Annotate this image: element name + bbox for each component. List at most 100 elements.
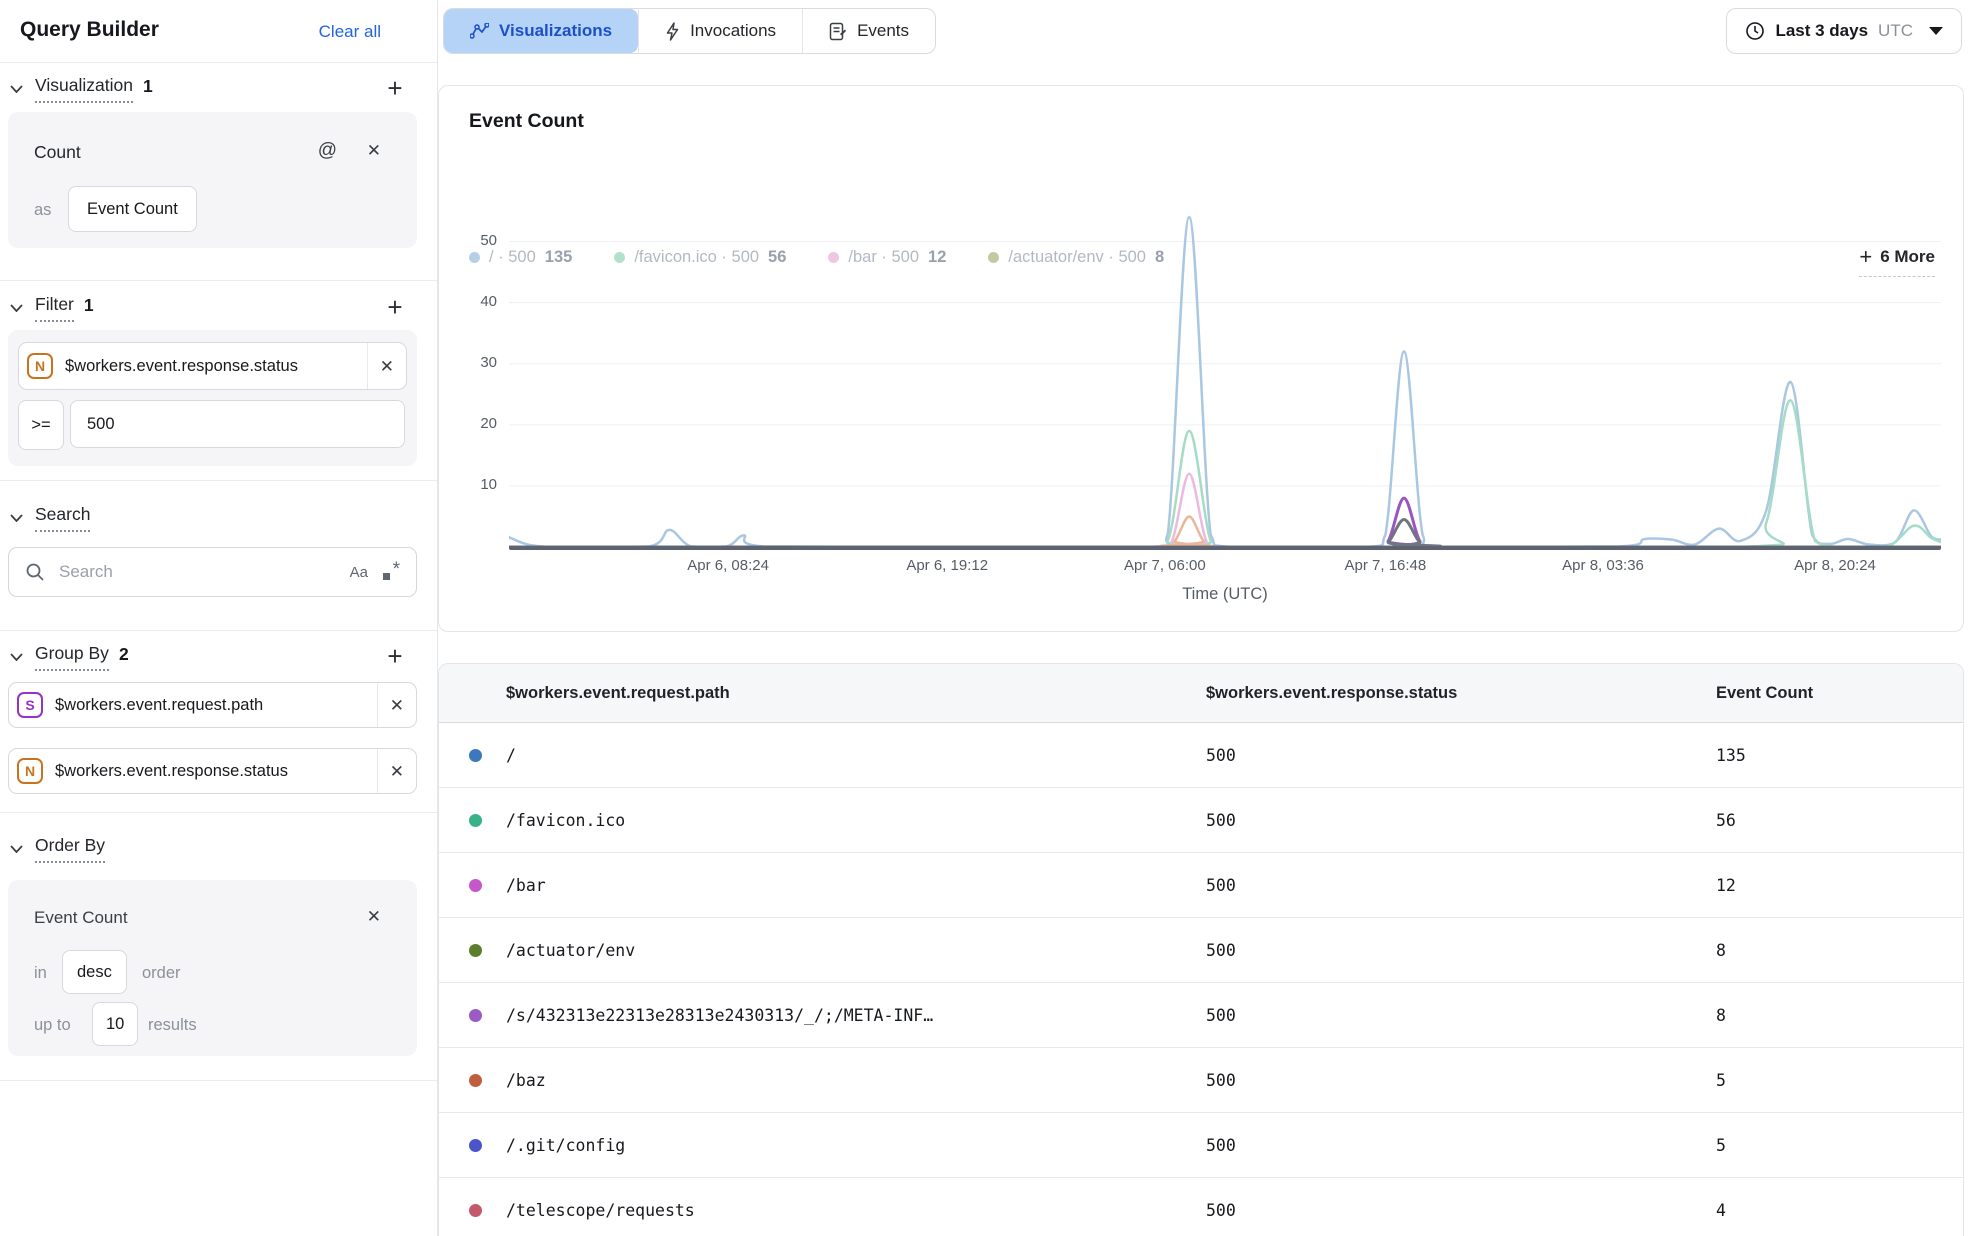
- divider: [0, 1080, 437, 1081]
- tab-visualizations[interactable]: Visualizations: [444, 9, 639, 53]
- divider: [0, 812, 437, 813]
- tab-label: Events: [857, 21, 910, 40]
- add-visualization-button[interactable]: +: [387, 72, 403, 103]
- cell-status: 500: [1206, 1135, 1236, 1155]
- filter-value-input[interactable]: 500: [70, 400, 405, 448]
- tab-events[interactable]: Events: [802, 9, 935, 53]
- results-table: $workers.event.request.path $workers.eve…: [438, 663, 1964, 1236]
- filter-field-name: $workers.event.response.status: [65, 356, 298, 375]
- legend-item[interactable]: /actuator/env · 500 8: [988, 248, 1164, 267]
- series-dot-icon: [469, 1008, 482, 1022]
- table-row[interactable]: /favicon.ico 500 56: [439, 788, 1963, 853]
- y-tick-label: 40: [480, 292, 497, 310]
- y-tick-label: 30: [480, 353, 497, 371]
- table-header-row: $workers.event.request.path $workers.eve…: [439, 664, 1963, 723]
- cell-status: 500: [1206, 940, 1236, 960]
- filter-section-header[interactable]: Filter 1: [10, 291, 94, 325]
- filter-operator-select[interactable]: >=: [18, 400, 64, 450]
- match-case-toggle[interactable]: Aa: [349, 563, 368, 581]
- timezone-label: UTC: [1878, 21, 1913, 40]
- cell-count: 5: [1716, 1070, 1726, 1090]
- table-row[interactable]: /s/432313e22313e28313e2430313/_/;/META-I…: [439, 983, 1963, 1048]
- tab-label: Invocations: [690, 21, 777, 40]
- add-group-by-button[interactable]: +: [387, 640, 403, 671]
- chevron-down-icon: [10, 845, 23, 853]
- chevron-down-icon: [10, 304, 23, 312]
- series-dot-icon: [469, 748, 482, 762]
- filter-count: 1: [83, 295, 94, 315]
- search-section-header[interactable]: Search: [10, 501, 91, 535]
- search-input[interactable]: [57, 561, 350, 583]
- upto-label: up to: [34, 1016, 71, 1034]
- chevron-down-icon: [10, 85, 23, 93]
- remove-group-by-button[interactable]: ✕: [376, 749, 416, 793]
- legend-label: /actuator/env · 500: [1008, 248, 1146, 266]
- remove-order-by-button[interactable]: ✕: [366, 907, 381, 926]
- group-by-field-chip[interactable]: N $workers.event.response.status ✕: [8, 748, 417, 794]
- remove-filter-button[interactable]: ✕: [366, 343, 406, 389]
- remove-visualization-button[interactable]: ✕: [366, 141, 381, 160]
- cell-path: /telescope/requests: [506, 1200, 695, 1220]
- visualization-section-label: Visualization: [35, 75, 133, 103]
- legend-count: 56: [768, 248, 787, 266]
- cell-path: /s/432313e22313e28313e2430313/_/;/META-I…: [506, 1005, 934, 1025]
- string-type-icon: S: [17, 692, 43, 718]
- order-by-section-header[interactable]: Order By: [10, 832, 106, 866]
- cell-path: /.git/config: [506, 1135, 626, 1155]
- x-tick-label: Apr 8, 20:24: [1794, 557, 1876, 574]
- filter-field-chip[interactable]: N $workers.event.response.status ✕: [18, 342, 407, 390]
- divider: [0, 630, 437, 631]
- table-row[interactable]: /baz 500 5: [439, 1048, 1963, 1113]
- order-direction-select[interactable]: desc: [62, 950, 127, 994]
- table-row[interactable]: / 500 135: [439, 723, 1963, 788]
- series-dot-icon: [614, 252, 626, 263]
- regex-toggle-icon[interactable]: *: [382, 559, 400, 581]
- chart-plot-area[interactable]: 10 20 30 40 50 Apr 6, 08:24 Apr 6, 19:12 Apr 7…: [480, 211, 1941, 603]
- visualization-section-header[interactable]: Visualization 1: [10, 72, 153, 106]
- tab-invocations[interactable]: Invocations: [638, 9, 802, 53]
- x-tick-label: Apr 7, 16:48: [1344, 557, 1427, 574]
- legend-item[interactable]: /bar · 500 12: [828, 248, 946, 267]
- series-dot-icon: [469, 878, 482, 892]
- cell-status: 500: [1206, 810, 1236, 830]
- table-row[interactable]: /telescope/requests 500 4: [439, 1178, 1963, 1236]
- y-tick-label: 50: [480, 231, 497, 249]
- legend-count: 12: [928, 248, 947, 266]
- column-header-path: $workers.event.request.path: [506, 683, 730, 702]
- cell-count: 135: [1716, 745, 1746, 765]
- series-dot-icon: [828, 252, 840, 263]
- series-dot-icon: [469, 1203, 482, 1217]
- table-row[interactable]: /actuator/env 500 8: [439, 918, 1963, 983]
- x-tick-label: Apr 6, 08:24: [687, 557, 769, 574]
- table-row[interactable]: /.git/config 500 5: [439, 1113, 1963, 1178]
- cell-status: 500: [1206, 1070, 1236, 1090]
- add-filter-button[interactable]: +: [387, 291, 403, 322]
- group-by-field-name: $workers.event.request.path: [55, 695, 264, 714]
- chart-title: Event Count: [469, 110, 584, 132]
- cell-count: 12: [1716, 875, 1736, 895]
- order-by-card: Event Count ✕ in desc order up to 10 res…: [8, 880, 417, 1056]
- chart-legend: / · 500 135 /favicon.ico · 500 56 /bar ·…: [469, 248, 1164, 267]
- visualization-card: Count @ ✕ as Event Count: [8, 112, 417, 248]
- legend-label: /favicon.ico · 500: [634, 248, 760, 266]
- result-limit-input[interactable]: 10: [92, 1002, 139, 1046]
- group-by-field-chip[interactable]: S $workers.event.request.path ✕: [8, 682, 417, 728]
- remove-group-by-button[interactable]: ✕: [376, 683, 416, 727]
- x-tick-label: Apr 7, 06:00: [1123, 557, 1206, 574]
- time-range-selector[interactable]: Last 3 days UTC: [1726, 8, 1962, 54]
- mention-icon[interactable]: @: [317, 140, 337, 161]
- filter-section-label: Filter: [35, 294, 74, 322]
- show-more-series-button[interactable]: + 6 More: [1859, 244, 1935, 277]
- cell-count: 8: [1716, 940, 1726, 960]
- table-row[interactable]: /bar 500 12: [439, 853, 1963, 918]
- y-tick-label: 20: [480, 414, 497, 432]
- event-count-chart-card: Event Count / · 500 135 /favicon.ico · 5…: [438, 85, 1964, 632]
- group-by-section-header[interactable]: Group By 2: [10, 640, 129, 674]
- alias-value-button[interactable]: Event Count: [68, 186, 197, 232]
- legend-item[interactable]: / · 500 135: [469, 248, 572, 267]
- clear-all-link[interactable]: Clear all: [318, 22, 381, 41]
- divider: [0, 280, 437, 281]
- results-label: results: [148, 1016, 197, 1034]
- legend-item[interactable]: /favicon.ico · 500 56: [614, 248, 786, 267]
- number-type-icon: N: [27, 353, 53, 379]
